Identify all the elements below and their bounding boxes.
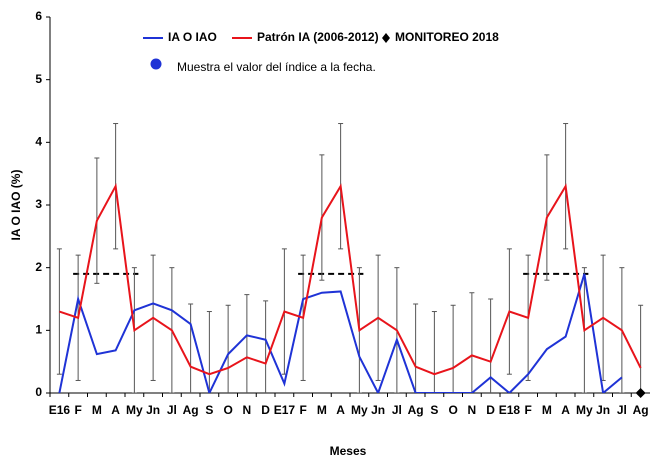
- x-tick-label: N: [243, 403, 252, 417]
- y-tick-label: 4: [35, 135, 42, 149]
- y-tick-label: 5: [35, 72, 42, 86]
- x-tick-label: F: [524, 403, 531, 417]
- x-tick-label: Ag: [183, 403, 199, 417]
- x-tick-label: My: [126, 403, 143, 417]
- x-axis-title: Meses: [330, 444, 367, 458]
- y-axis-title: IA O IAO (%): [9, 170, 23, 241]
- monitoring-point: [635, 388, 646, 398]
- x-tick-label: Jl: [392, 403, 402, 417]
- x-tick-label: E17: [274, 403, 296, 417]
- x-tick-label: Jl: [617, 403, 627, 417]
- legend-label: MONITOREO 2018: [395, 30, 499, 44]
- x-tick-label: A: [111, 403, 120, 417]
- series-line: [59, 183, 642, 376]
- plot-area: [56, 123, 644, 393]
- y-tick-label: 3: [35, 197, 42, 211]
- x-tick-label: N: [468, 403, 477, 417]
- annotation-dot: [150, 58, 162, 70]
- x-tick-label: S: [430, 403, 438, 417]
- x-tick-label: F: [299, 403, 306, 417]
- x-tick-label: A: [561, 403, 570, 417]
- x-tick-label: E18: [499, 403, 521, 417]
- x-tick-label: S: [205, 403, 213, 417]
- x-tick-label: M: [317, 403, 327, 417]
- y-tick-label: 1: [35, 323, 42, 337]
- y-tick-label: 2: [35, 260, 42, 274]
- error-bar: [638, 304, 644, 393]
- y-tick-label: 0: [35, 385, 42, 399]
- series-line: [58, 273, 623, 393]
- x-tick-label: M: [542, 403, 552, 417]
- x-tick-label: Jn: [371, 403, 385, 417]
- legend-label: Patrón IA (2006-2012): [257, 30, 379, 44]
- legend-label: IA O IAO: [168, 30, 217, 44]
- x-tick-label: Jn: [596, 403, 610, 417]
- x-tick-label: D: [261, 403, 270, 417]
- x-tick-label: Ag: [633, 403, 649, 417]
- annotation: Muestra el valor del índice a la fecha.: [177, 60, 376, 74]
- x-tick-label: My: [576, 403, 593, 417]
- legend-marker: [382, 33, 390, 43]
- x-tick-label: A: [336, 403, 345, 417]
- x-tick-label: Ag: [408, 403, 424, 417]
- x-tick-label: F: [74, 403, 81, 417]
- x-tick-label: E16: [49, 403, 71, 417]
- x-tick-label: Jl: [167, 403, 177, 417]
- y-tick-label: 6: [35, 9, 42, 23]
- x-tick-label: O: [223, 403, 232, 417]
- x-tick-label: O: [448, 403, 457, 417]
- x-tick-label: My: [351, 403, 368, 417]
- x-tick-label: D: [486, 403, 495, 417]
- x-tick-label: Jn: [146, 403, 160, 417]
- x-tick-label: M: [92, 403, 102, 417]
